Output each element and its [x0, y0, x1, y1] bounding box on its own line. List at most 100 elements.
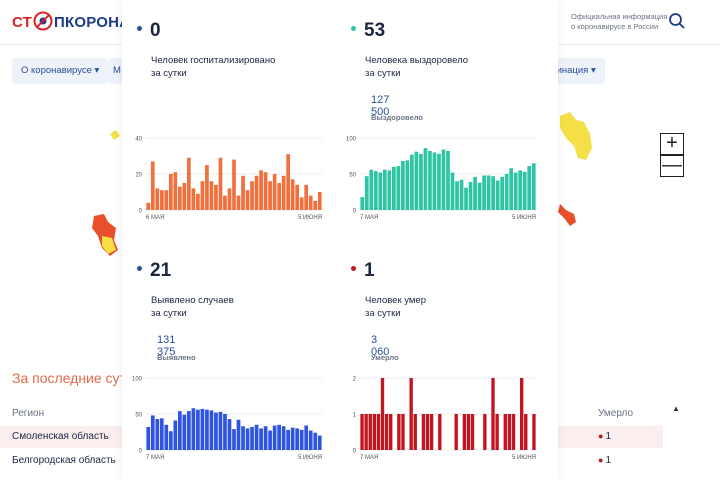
- chart-y-tick-label: 50: [135, 413, 142, 419]
- chart-y-tick-label: 2: [353, 377, 357, 383]
- table-row-region[interactable]: Белгородская область: [12, 455, 116, 466]
- chart-bar: [259, 428, 263, 450]
- chart-bar: [205, 165, 209, 210]
- chart-bar: [187, 157, 191, 210]
- chart-bar: [218, 411, 223, 450]
- chart-bar: [360, 414, 364, 450]
- map-region-shape: [560, 112, 592, 160]
- chart-bar: [376, 414, 381, 450]
- nav-about-coronavirus[interactable]: О коронавирусе ▾: [12, 58, 109, 84]
- chart-x-end-label: 5 ИЮНЯ: [512, 455, 536, 461]
- nav-menu-item[interactable]: М: [108, 58, 126, 84]
- section-title-last-day: За последние сутки: [12, 370, 140, 386]
- chart-bar: [232, 159, 236, 210]
- chart-x-end-label: 5 ИЮНЯ: [298, 455, 322, 461]
- chart-recovered: 0 50 100 7 МАЯ 5 ИЮНЯ: [342, 134, 542, 228]
- chart-bar: [295, 184, 300, 210]
- chart-bar: [486, 175, 491, 210]
- chart-bar: [527, 166, 532, 210]
- chart-y-tick-label: 0: [139, 209, 143, 215]
- chart-bar: [419, 153, 423, 210]
- chart-bar: [503, 414, 507, 450]
- chart-x-end-label: 5 ИЮНЯ: [298, 215, 322, 221]
- search-icon[interactable]: [668, 12, 686, 30]
- chart-bar: [414, 151, 419, 210]
- map-region-shape: [110, 130, 120, 140]
- chart-y-tick-label: 100: [346, 137, 357, 143]
- chart-bar: [495, 414, 499, 450]
- chart-bar: [304, 425, 309, 450]
- chart-bar: [150, 161, 155, 210]
- chart-bar: [425, 414, 430, 450]
- chart-bar: [272, 425, 277, 450]
- chart-bar: [150, 415, 155, 450]
- chart-bar: [409, 378, 413, 450]
- chart-recovered-svg: 0 50 100 7 МАЯ 5 ИЮНЯ: [346, 137, 536, 221]
- chart-bar: [290, 427, 295, 450]
- stat-desc-line1: Человек госпитализировано: [151, 55, 276, 66]
- chart-y-tick-label: 50: [349, 173, 356, 179]
- chart-bar: [380, 378, 385, 450]
- table-row-region[interactable]: Смоленская область: [12, 431, 109, 442]
- chart-bar: [428, 150, 432, 210]
- table-row-died: ● 1: [598, 455, 611, 466]
- chart-bar: [223, 414, 227, 450]
- map-zoom-out-button[interactable]: —: [660, 154, 684, 177]
- chart-bar: [518, 170, 523, 210]
- chart-bar: [477, 182, 482, 210]
- stat-desc-line1: Человек умер: [365, 295, 426, 306]
- stat-dot-icon: [137, 25, 142, 31]
- chart-y-tick-label: 1: [353, 413, 357, 419]
- chart-deaths: 0 1 2 7 МАЯ 5 ИЮНЯ: [342, 374, 542, 468]
- chart-bar: [196, 193, 200, 210]
- chart-bar: [470, 414, 475, 450]
- chart-bar: [313, 201, 318, 210]
- chart-bar: [483, 414, 487, 450]
- stat-total: 127 500: [371, 94, 390, 118]
- map-region-shape: [558, 204, 576, 226]
- chart-bar: [372, 414, 377, 450]
- chart-bar: [250, 181, 254, 210]
- chart-bar: [360, 197, 365, 210]
- chart-bar: [454, 414, 458, 450]
- stat-desc-line2: за сутки: [365, 68, 401, 79]
- chart-cases-svg: 0 50 100 7 МАЯ 5 ИЮНЯ: [132, 377, 322, 461]
- chart-bar: [168, 431, 173, 450]
- chart-bar: [245, 190, 250, 210]
- map-zoom-in-button[interactable]: +: [660, 133, 684, 155]
- chart-bar: [396, 166, 401, 210]
- chart-bar: [295, 428, 300, 450]
- scroll-up-arrow-icon[interactable]: ▲: [672, 404, 680, 413]
- stat-total-label: Выздоровело: [371, 113, 423, 122]
- chart-bar: [532, 414, 536, 450]
- chart-bar: [423, 148, 428, 210]
- stat-value: 53: [364, 20, 386, 41]
- chart-bar: [173, 420, 178, 450]
- chart-bar: [205, 409, 209, 450]
- stat-total: 131 375: [157, 334, 176, 358]
- chart-bar: [241, 426, 245, 450]
- chart-x-start-label: 7 МАЯ: [360, 455, 378, 461]
- stat-description: Человек умер за сутки: [365, 294, 555, 320]
- chart-bar: [464, 187, 468, 210]
- chart-bar: [304, 184, 309, 210]
- stat-value: 1: [364, 260, 375, 281]
- chart-bar: [268, 181, 272, 210]
- chart-bar: [177, 186, 182, 210]
- chart-bar: [168, 174, 173, 210]
- chart-bar: [482, 175, 486, 210]
- chart-bar: [401, 414, 405, 450]
- chart-bar: [519, 378, 524, 450]
- chart-y-tick-label: 100: [132, 377, 143, 383]
- chart-bar: [259, 170, 263, 210]
- chart-bar: [227, 419, 232, 450]
- chart-bar: [182, 183, 187, 210]
- chart-bar: [511, 414, 516, 450]
- chart-bar: [281, 426, 286, 450]
- chart-bar: [468, 181, 473, 210]
- chart-bar: [446, 150, 450, 210]
- table-row-died-value: 1: [605, 455, 611, 466]
- chart-y-tick-label: 20: [135, 173, 142, 179]
- stat-description: Человека выздоровело за сутки: [365, 54, 555, 80]
- chart-bar: [450, 172, 455, 210]
